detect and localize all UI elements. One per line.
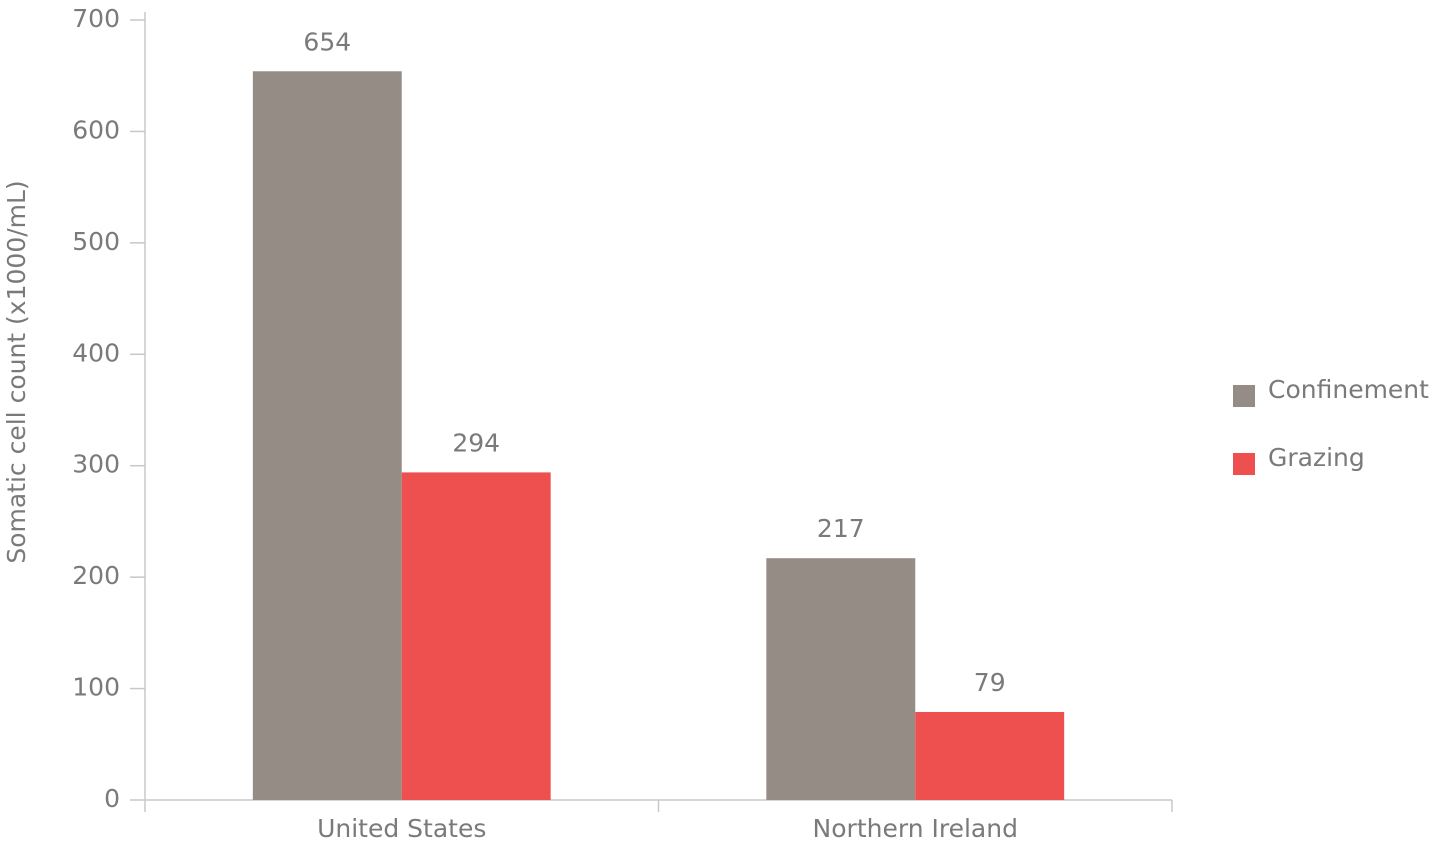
y-tick-label: 300 xyxy=(72,450,120,479)
legend-label: Confinement xyxy=(1268,375,1429,404)
y-axis-label: Somatic cell count (x1000/mL) xyxy=(2,180,31,563)
x-tick-label: Northern Ireland xyxy=(813,814,1018,843)
bar xyxy=(401,472,551,800)
y-tick-label: 0 xyxy=(104,784,120,813)
legend-swatch xyxy=(1233,453,1255,475)
value-label: 79 xyxy=(974,668,1006,697)
bar xyxy=(766,558,916,800)
y-tick-label: 500 xyxy=(72,227,120,256)
bar xyxy=(915,711,1065,800)
y-tick-label: 100 xyxy=(72,673,120,702)
legend-label: Grazing xyxy=(1268,443,1365,472)
value-label: 654 xyxy=(303,27,351,56)
y-tick-label: 600 xyxy=(72,115,120,144)
value-label: 217 xyxy=(817,514,865,543)
bar xyxy=(252,71,402,800)
y-tick-label: 700 xyxy=(72,4,120,33)
y-tick-label: 400 xyxy=(72,338,120,367)
legend-swatch xyxy=(1233,385,1255,407)
x-tick-label: United States xyxy=(317,814,486,843)
y-tick-label: 200 xyxy=(72,561,120,590)
value-label: 294 xyxy=(452,428,500,457)
